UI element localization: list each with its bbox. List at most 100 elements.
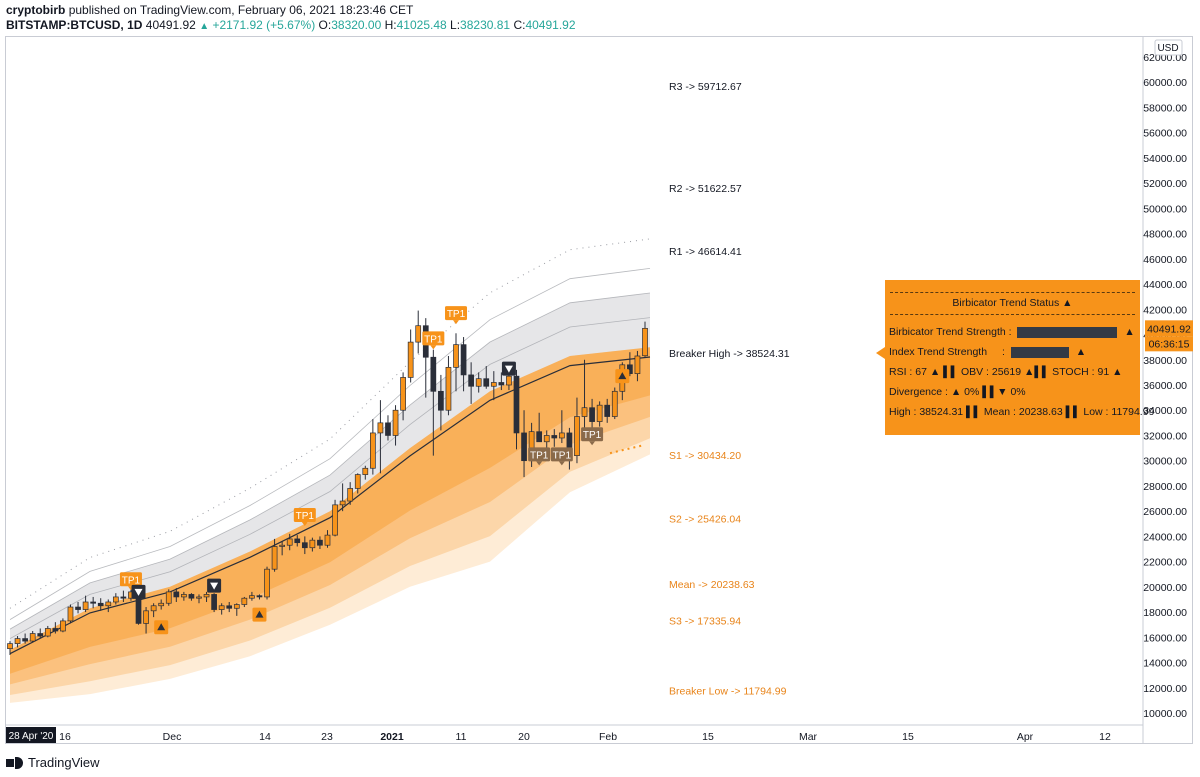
candle-body <box>332 504 338 536</box>
candle-body <box>370 432 376 469</box>
trend-band <box>10 347 650 703</box>
price-tick-label: 54000.00 <box>1143 153 1187 165</box>
tp-marker-pointer <box>301 521 308 526</box>
triangle-up-icon <box>618 372 627 380</box>
candle-body <box>196 596 202 599</box>
candle-body <box>82 601 89 610</box>
price-tick-label: 38000.00 <box>1143 355 1187 367</box>
tp-label: TP1 <box>122 575 141 586</box>
tp-marker <box>528 447 551 462</box>
candle-body <box>279 544 285 547</box>
channel-line <box>9 292 651 630</box>
price-tick-label: 48000.00 <box>1143 229 1187 241</box>
candle-body <box>181 594 187 598</box>
candle-body <box>506 375 512 386</box>
panel-divider <box>890 292 1135 293</box>
candle-body <box>37 633 44 637</box>
candle-body <box>460 344 467 376</box>
price-tick-label: 20000.00 <box>1143 582 1187 594</box>
tp-marker <box>293 507 316 522</box>
time-tick-label: 15 <box>702 731 714 743</box>
candle-body <box>551 435 558 439</box>
tp-marker <box>581 427 604 442</box>
open-label: O: <box>318 18 332 32</box>
candle-body <box>241 597 248 605</box>
time-tick-label: 15 <box>902 731 914 743</box>
time-tick-label: 20 <box>518 731 530 743</box>
price-tick-label: 30000.00 <box>1143 456 1187 468</box>
level-label: Mean -> 20238.63 <box>669 579 755 591</box>
price-tick-label: 36000.00 <box>1143 380 1187 392</box>
tp-marker <box>445 306 468 321</box>
candle-body <box>218 605 225 610</box>
tp-marker <box>422 331 445 346</box>
index-strength-colon: : <box>1002 346 1005 358</box>
candle-body <box>173 591 180 598</box>
tp-marker-pointer <box>558 461 565 466</box>
candle-body <box>90 601 97 604</box>
candle-body <box>226 605 233 609</box>
triangle-up-icon <box>255 610 264 618</box>
tp-label: TP1 <box>530 450 549 461</box>
tp-marker-pointer <box>453 320 460 325</box>
price-tick-label: 16000.00 <box>1143 632 1187 644</box>
candle-body <box>347 488 354 502</box>
time-tick-label: Mar <box>799 731 818 743</box>
candle-body <box>22 638 28 642</box>
index-strength-label: Index Trend Strength <box>889 346 988 358</box>
price-tick-label: 22000.00 <box>1143 557 1187 569</box>
candle-body <box>294 538 301 544</box>
index-strength-row: Index Trend Strength : ▲ <box>889 346 1086 358</box>
symbol-name[interactable]: BITSTAMP:BTCUSD, 1D <box>6 18 143 32</box>
candle-body <box>574 416 580 456</box>
candle-body <box>362 467 369 475</box>
close-label: C: <box>513 18 526 32</box>
candle-body <box>392 409 399 436</box>
candle-body <box>256 595 263 598</box>
candle-body <box>52 628 59 632</box>
candle-body <box>317 539 323 546</box>
triangle-up-icon: ▲ <box>199 21 210 32</box>
candle-body <box>120 596 127 599</box>
level-label: Breaker Low -> 11794.99 <box>669 685 787 697</box>
candle-body <box>354 474 361 489</box>
time-tick-label: 12 <box>1099 731 1111 743</box>
time-tick-label: Dec <box>163 731 182 743</box>
time-tick-label: 11 <box>456 731 467 743</box>
candle-body <box>642 327 648 357</box>
tp-marker <box>119 572 142 587</box>
tp-label: TP1 <box>447 309 466 320</box>
currency-label: USD <box>1157 43 1178 54</box>
high-label: H: <box>384 18 397 32</box>
candle-body <box>415 325 422 343</box>
price-tick-label: 58000.00 <box>1143 102 1187 114</box>
tp-marker-pointer <box>589 441 596 446</box>
candle-body <box>596 404 603 422</box>
triangle-up-icon: ▲ <box>1062 297 1073 309</box>
trend-strength-bar <box>1017 326 1118 338</box>
author-name[interactable]: cryptobirb <box>6 3 66 17</box>
candle-body <box>483 378 490 387</box>
time-start-label: 28 Apr '20 <box>9 731 54 742</box>
triangle-up-icon <box>157 623 166 631</box>
candle-body <box>445 366 452 411</box>
candle-body <box>165 591 172 604</box>
candle-body <box>60 620 66 632</box>
footer-brand[interactable]: TradingView <box>6 755 100 770</box>
price-tick-label: 60000.00 <box>1143 77 1187 89</box>
candle-body <box>249 595 255 599</box>
candle-body <box>67 606 74 622</box>
tp-label: TP1 <box>553 450 572 461</box>
candle-body <box>543 435 550 443</box>
candle-body <box>498 382 505 386</box>
candle-body <box>400 377 406 411</box>
candle-body <box>513 375 520 434</box>
high-mean-low-row: High : 38524.31 ▌▌ Mean : 20238.63 ▌▌ Lo… <box>889 406 1155 418</box>
breaker-line <box>9 356 651 655</box>
low-value: 38230.81 <box>460 18 511 32</box>
time-tick-label: Feb <box>599 731 617 743</box>
candle-body <box>377 422 384 434</box>
last-price: 40491.92 <box>145 18 196 32</box>
candle-body <box>589 407 595 422</box>
